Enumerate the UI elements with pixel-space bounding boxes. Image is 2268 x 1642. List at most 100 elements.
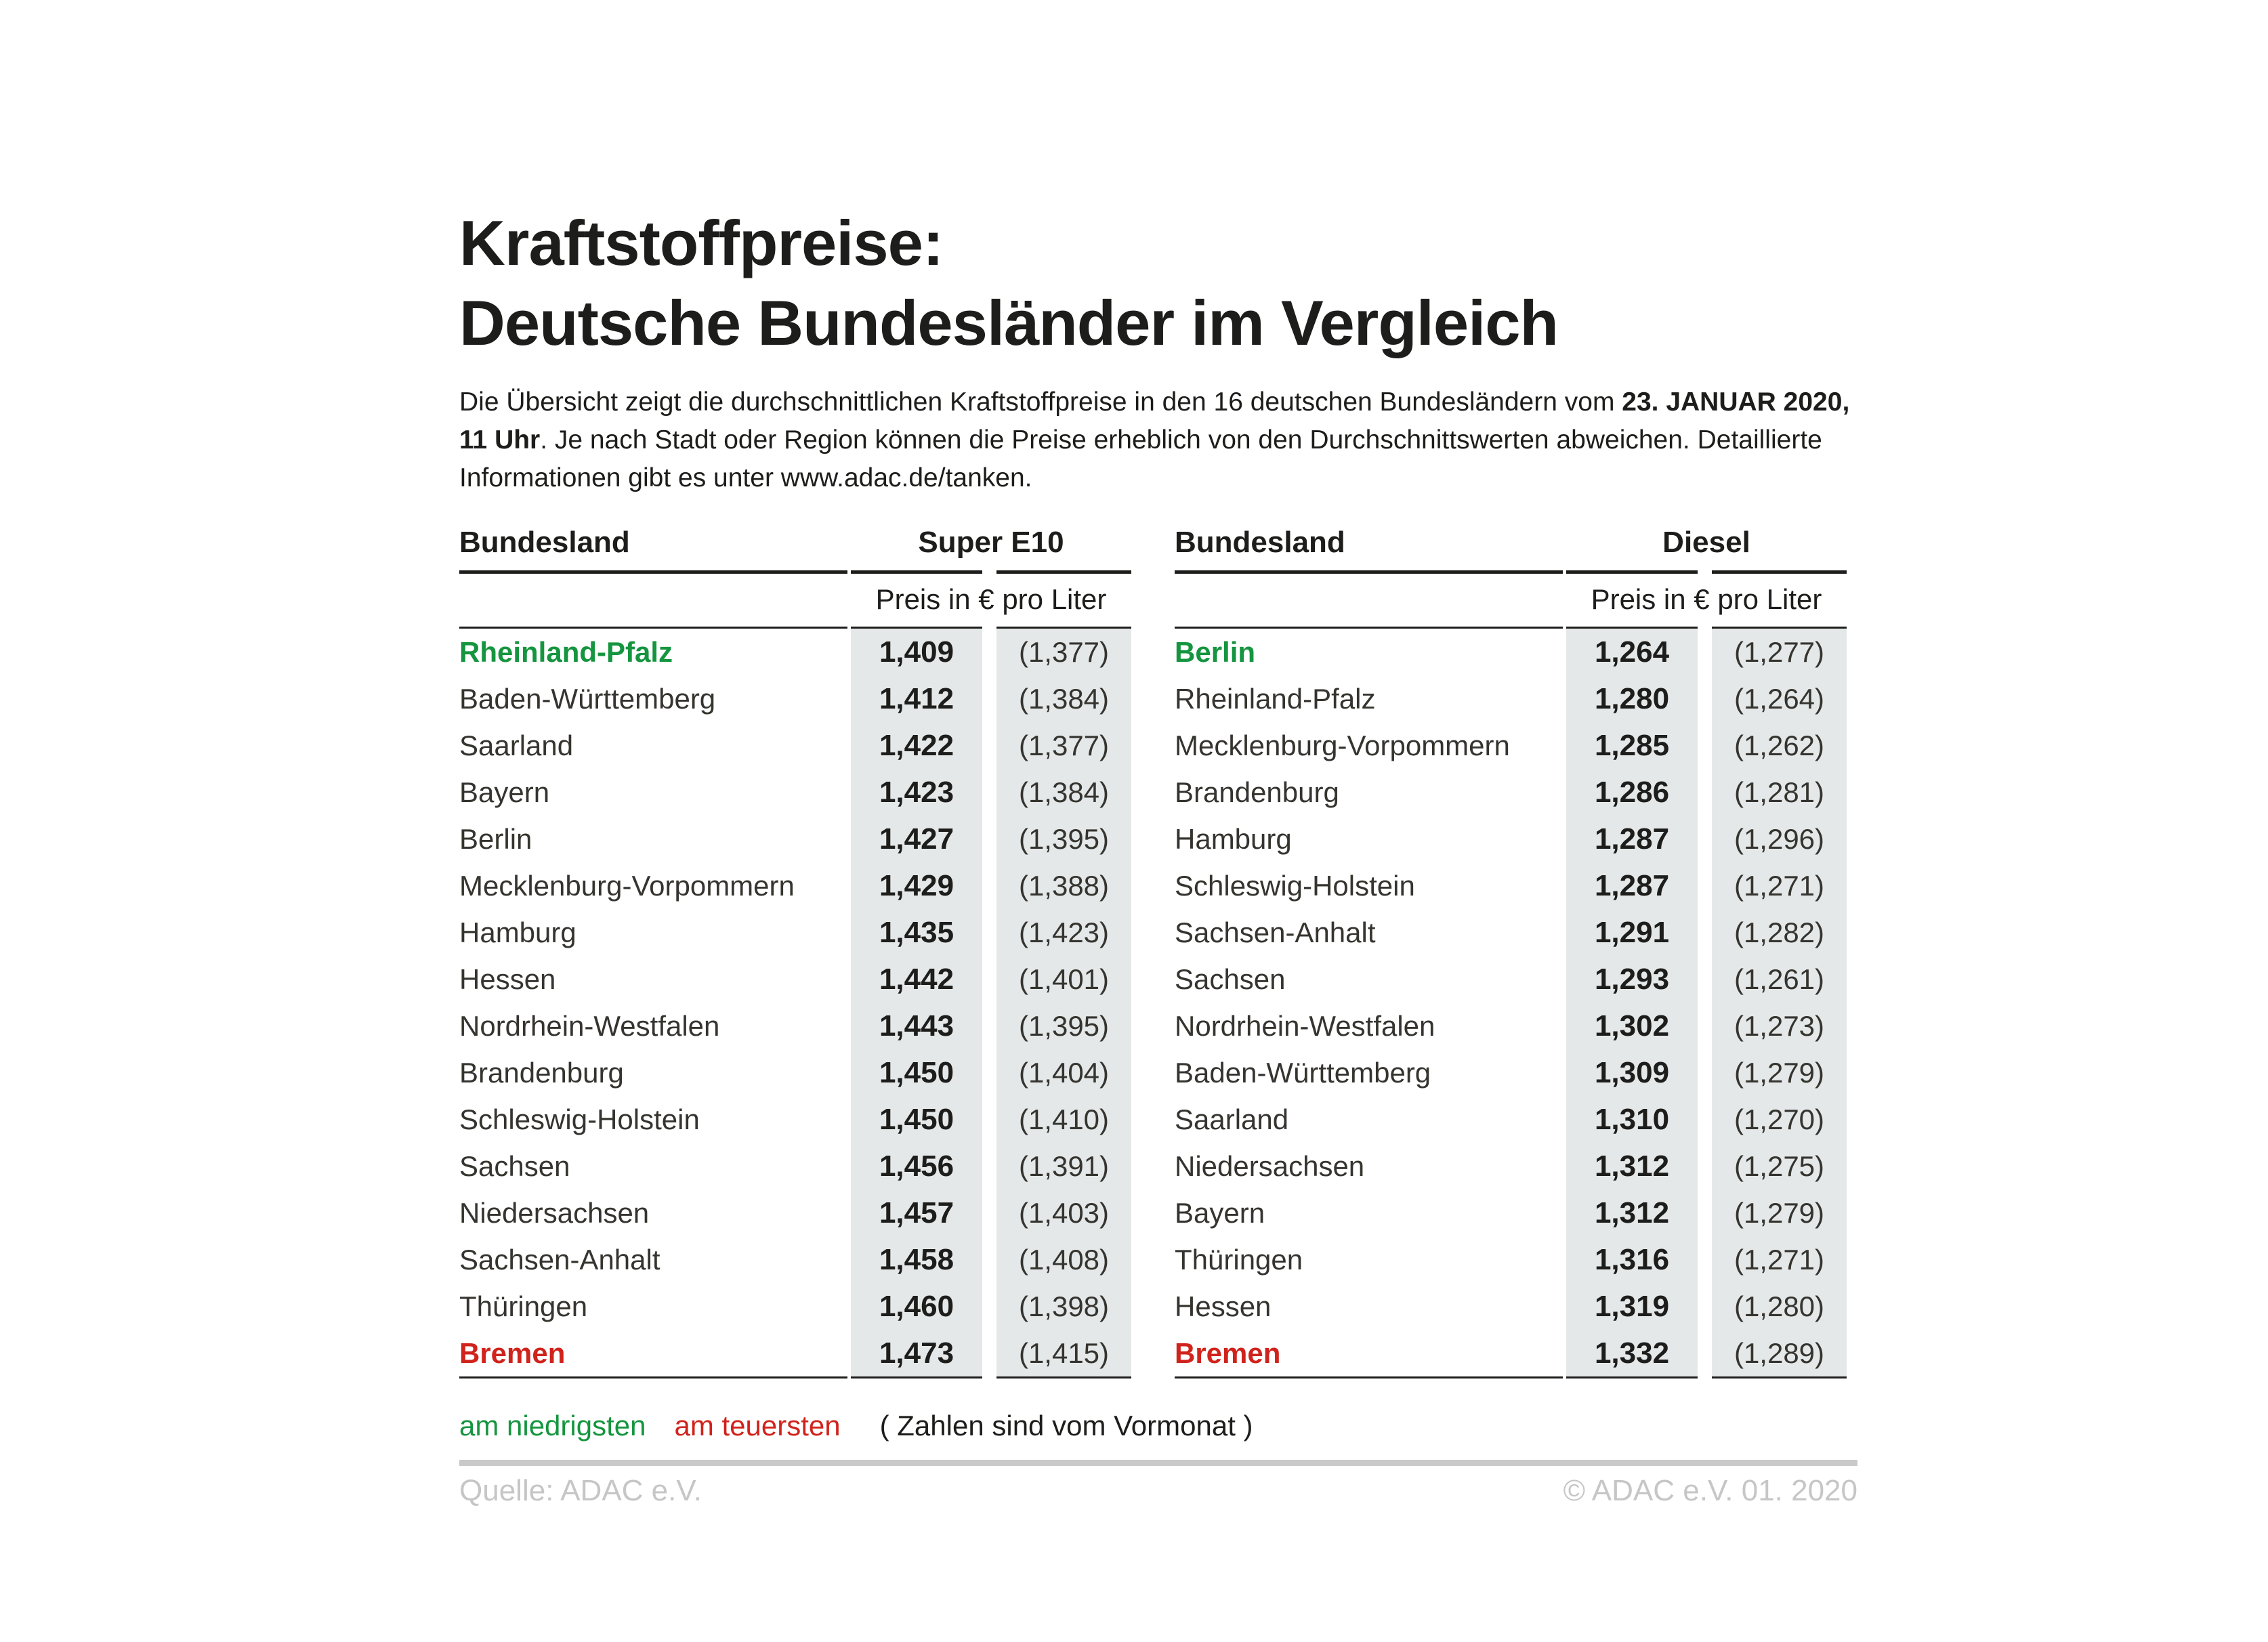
- column-gap: [1698, 629, 1712, 675]
- bottom-rule: [996, 1376, 1131, 1378]
- row-price: 1,309: [1566, 1049, 1698, 1096]
- column-gap: [982, 722, 996, 769]
- column-gap: [982, 1330, 996, 1376]
- content-area: Kraftstoffpreise: Deutsche Bundesländer i…: [459, 203, 1857, 1508]
- column-gap: [982, 629, 996, 675]
- header-rule: [1712, 570, 1847, 574]
- source-text: Quelle: ADAC e.V.: [459, 1474, 702, 1507]
- column-header-super-e10: Super E10: [918, 526, 1064, 559]
- column-gap: [982, 862, 996, 909]
- subheader-rule: [1175, 627, 1563, 629]
- row-land: Mecklenburg-Vorpommern: [1175, 729, 1510, 761]
- column-gap: [982, 1003, 996, 1049]
- row-price: 1,285: [1566, 722, 1698, 769]
- row-prev-month: (1,388): [996, 862, 1131, 909]
- column-gap: [1698, 722, 1712, 769]
- column-gap: [982, 769, 996, 816]
- row-land: Rheinland-Pfalz: [459, 635, 673, 668]
- legend-highest-label: am teuersten: [674, 1410, 841, 1441]
- column-gap: [1698, 909, 1712, 956]
- row-price: 1,280: [1566, 675, 1698, 722]
- row-prev-month: (1,281): [1712, 769, 1847, 816]
- column-gap: [1698, 956, 1712, 1003]
- row-prev-month: (1,384): [996, 769, 1131, 816]
- row-land: Berlin: [1175, 635, 1256, 668]
- row-land: Nordrhein-Westfalen: [1175, 1009, 1435, 1042]
- row-price: 1,423: [851, 769, 982, 816]
- row-prev-month: (1,403): [996, 1190, 1131, 1236]
- row-land: Schleswig-Holstein: [1175, 869, 1415, 902]
- row-price: 1,427: [851, 816, 982, 862]
- row-land: Bremen: [459, 1336, 566, 1369]
- column-gap: [1698, 1049, 1712, 1096]
- row-land: Sachsen: [459, 1150, 570, 1182]
- row-land: Sachsen-Anhalt: [1175, 916, 1376, 948]
- column-gap: [982, 1236, 996, 1283]
- column-header-diesel: Diesel: [1662, 526, 1750, 559]
- row-land: Sachsen-Anhalt: [459, 1243, 660, 1276]
- column-header-bundesland: Bundesland: [459, 526, 630, 559]
- row-prev-month: (1,408): [996, 1236, 1131, 1283]
- row-prev-month: (1,261): [1712, 956, 1847, 1003]
- rows-grid: Berlin 1,264 (1,277) Rheinland-Pfalz 1,280 (1…: [1175, 629, 1847, 1376]
- row-land: Niedersachsen: [459, 1196, 650, 1229]
- row-price: 1,291: [1566, 909, 1698, 956]
- header-rule: [851, 570, 982, 574]
- row-prev-month: (1,289): [1712, 1330, 1847, 1376]
- column-gap: [1698, 1003, 1712, 1049]
- row-price: 1,442: [851, 956, 982, 1003]
- row-prev-month: (1,377): [996, 722, 1131, 769]
- row-prev-month: (1,270): [1712, 1096, 1847, 1143]
- row-land: Thüringen: [1175, 1243, 1303, 1276]
- page-title-line1: Kraftstoffpreise:: [459, 207, 944, 278]
- column-header-bundesland: Bundesland: [1175, 526, 1345, 559]
- row-price: 1,435: [851, 909, 982, 956]
- row-land: Brandenburg: [1175, 776, 1339, 808]
- row-price: 1,302: [1566, 1003, 1698, 1049]
- row-prev-month: (1,277): [1712, 629, 1847, 675]
- row-prev-month: (1,377): [996, 629, 1131, 675]
- row-prev-month: (1,264): [1712, 675, 1847, 722]
- row-price: 1,450: [851, 1096, 982, 1143]
- column-gap: [1698, 816, 1712, 862]
- row-land: Niedersachsen: [1175, 1150, 1365, 1182]
- copyright-text: © ADAC e.V. 01. 2020: [1563, 1474, 1857, 1507]
- column-gap: [1698, 1096, 1712, 1143]
- subheader-spacer: [1175, 574, 1566, 627]
- row-land: Hessen: [459, 963, 556, 995]
- subheader-spacer: [459, 574, 851, 627]
- row-price: 1,458: [851, 1236, 982, 1283]
- divider-bar: [459, 1460, 1857, 1466]
- row-price: 1,412: [851, 675, 982, 722]
- column-gap: [1698, 769, 1712, 816]
- header-rule: [1566, 570, 1698, 574]
- subheader-rule: [1566, 627, 1698, 629]
- bottom-rule: [851, 1376, 982, 1378]
- row-prev-month: (1,410): [996, 1096, 1131, 1143]
- row-prev-month: (1,262): [1712, 722, 1847, 769]
- row-land: Hamburg: [459, 916, 576, 948]
- row-prev-month: (1,398): [996, 1283, 1131, 1330]
- row-price: 1,319: [1566, 1283, 1698, 1330]
- footer: Quelle: ADAC e.V. © ADAC e.V. 01. 2020: [459, 1474, 1857, 1508]
- row-prev-month: (1,384): [996, 675, 1131, 722]
- row-land: Baden-Württemberg: [1175, 1056, 1431, 1089]
- row-price: 1,456: [851, 1143, 982, 1190]
- subheader-rule: [851, 627, 982, 629]
- row-price: 1,460: [851, 1283, 982, 1330]
- row-prev-month: (1,271): [1712, 862, 1847, 909]
- column-gap: [1698, 1190, 1712, 1236]
- legend-lowest-label: am niedrigsten: [459, 1410, 646, 1441]
- column-gap: [982, 909, 996, 956]
- column-gap: [1698, 1283, 1712, 1330]
- row-price: 1,312: [1566, 1143, 1698, 1190]
- intro-date-bold: 23. JANUAR 2020, 11 Uhr: [459, 387, 1850, 455]
- column-gap: [1698, 1236, 1712, 1283]
- column-gap: [982, 816, 996, 862]
- row-price: 1,422: [851, 722, 982, 769]
- row-prev-month: (1,423): [996, 909, 1131, 956]
- row-prev-month: (1,279): [1712, 1049, 1847, 1096]
- column-gap: [982, 1096, 996, 1143]
- row-land: Hessen: [1175, 1290, 1272, 1322]
- row-price: 1,409: [851, 629, 982, 675]
